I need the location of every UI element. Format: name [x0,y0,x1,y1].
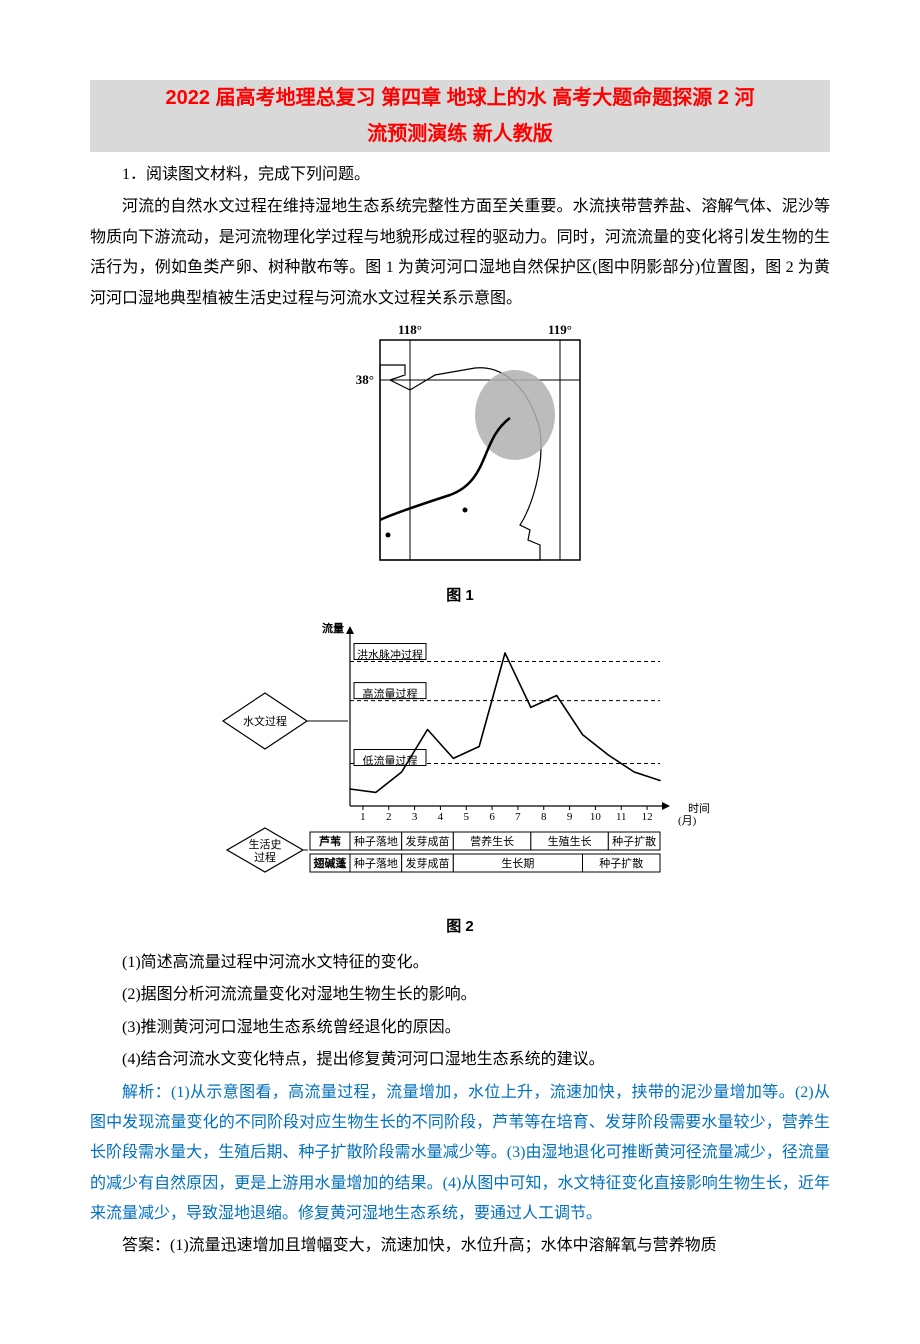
paragraph-1: 河流的自然水文过程在维持湿地生态系统完整性方面至关重要。水流挟带营养盐、溶解气体… [90,192,830,314]
chart-svg: 流量123456789101112时间(月)洪水脉冲过程高流量过程低流量过程水文… [210,616,710,911]
svg-text:(月): (月) [678,815,697,827]
svg-text:发芽成苗: 发芽成苗 [406,856,450,870]
svg-text:水文过程: 水文过程 [243,714,287,728]
figure-2-chart: 流量123456789101112时间(月)洪水脉冲过程高流量过程低流量过程水文… [90,616,830,942]
analysis-text: 解析：(1)从示意图看，高流量过程，流量增加，水位上升，流速加快，挟带的泥沙量增… [90,1078,830,1230]
svg-text:2: 2 [386,811,392,823]
svg-text:生活史: 生活史 [249,837,282,851]
svg-text:119°: 119° [548,322,572,337]
svg-text:种子落地: 种子落地 [354,856,398,870]
svg-text:4: 4 [438,811,444,823]
svg-text:11: 11 [616,811,627,823]
title-line-2: 流预测演练 新人教版 [367,123,553,145]
svg-text:3: 3 [412,811,418,823]
sub-question-3: (3)推测黄河河口湿地生态系统曾经退化的原因。 [90,1013,830,1043]
figure-1-map: 118° 119° 38° 图 1 [90,320,830,611]
svg-text:洪水脉冲过程: 洪水脉冲过程 [357,648,423,662]
svg-text:9: 9 [567,811,573,823]
svg-text:38°: 38° [356,372,374,387]
sub-question-2: (2)据图分析河流流量变化对湿地生物生长的影响。 [90,980,830,1010]
question-number: 1．阅读图文材料，完成下列问题。 [90,160,830,190]
svg-text:8: 8 [541,811,547,823]
svg-text:发芽成苗: 发芽成苗 [406,834,450,848]
svg-text:5: 5 [464,811,470,823]
svg-text:营养生长: 营养生长 [470,834,514,848]
svg-text:过程: 过程 [254,851,276,864]
svg-text:10: 10 [590,811,602,823]
svg-text:种子扩散: 种子扩散 [599,856,643,870]
svg-text:118°: 118° [398,322,422,337]
sub-question-1: (1)简述高流量过程中河流水文特征的变化。 [90,948,830,978]
svg-text:生长期: 生长期 [501,856,534,870]
svg-text:翅碱蓬: 翅碱蓬 [313,856,348,870]
map-svg: 118° 119° 38° [320,320,600,580]
svg-text:高流量过程: 高流量过程 [363,687,418,701]
svg-text:1: 1 [360,811,366,823]
svg-text:流量: 流量 [322,621,344,635]
figure-2-caption: 图 2 [90,913,830,942]
svg-text:生殖生长: 生殖生长 [548,834,592,848]
figure-1-caption: 图 1 [90,582,830,611]
svg-text:芦苇: 芦苇 [319,834,341,848]
svg-text:时间: 时间 [688,802,710,815]
title-line-1: 2022 届高考地理总复习 第四章 地球上的水 高考大题命题探源 2 河 [166,87,755,109]
answer-text: 答案：(1)流量迅速增加且增幅变大，流速加快，水位升高；水体中溶解氧与营养物质 [90,1231,830,1261]
svg-text:7: 7 [515,811,521,823]
svg-text:种子落地: 种子落地 [354,834,398,848]
sub-question-4: (4)结合河流水文变化特点，提出修复黄河河口湿地生态系统的建议。 [90,1045,830,1075]
svg-text:6: 6 [489,811,495,823]
svg-text:种子扩散: 种子扩散 [612,834,656,848]
svg-text:12: 12 [642,811,653,823]
